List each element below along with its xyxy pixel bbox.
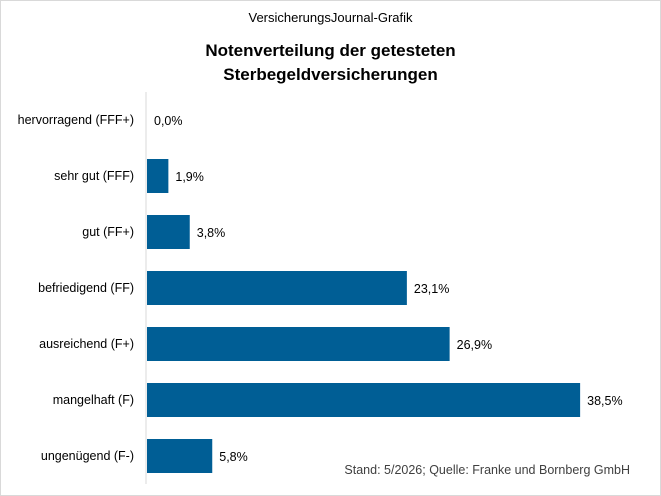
- source-note: Stand: 5/2026; Quelle: Franke und Bornbe…: [344, 463, 630, 477]
- bar: [147, 439, 213, 473]
- data-label: 1,9%: [175, 170, 204, 184]
- category-label: hervorragend (FFF+): [18, 113, 134, 127]
- chart-title: Notenverteilung der getesteten Sterbegel…: [1, 39, 660, 87]
- data-label: 5,8%: [219, 450, 248, 464]
- bar: [147, 327, 450, 361]
- bar: [147, 383, 581, 417]
- bar: [147, 159, 169, 193]
- category-label: mangelhaft (F): [53, 393, 134, 407]
- chart-title-line2: Sterbegeldversicherungen: [223, 65, 438, 84]
- category-label: gut (FF+): [82, 225, 134, 239]
- data-label: 26,9%: [457, 338, 492, 352]
- category-label: sehr gut (FFF): [54, 169, 134, 183]
- chart-subtitle: VersicherungsJournal-Grafik: [248, 10, 413, 25]
- category-label: ungenügend (F-): [41, 449, 134, 463]
- chart-title-line1: Notenverteilung der getesteten: [205, 41, 456, 60]
- data-label: 3,8%: [197, 226, 226, 240]
- data-label: 23,1%: [414, 282, 449, 296]
- bar: [147, 215, 190, 249]
- category-label: ausreichend (F+): [39, 337, 134, 351]
- data-label: 0,0%: [154, 114, 183, 128]
- category-label: befriedigend (FF): [38, 281, 134, 295]
- data-label: 38,5%: [587, 394, 622, 408]
- bar: [147, 271, 407, 305]
